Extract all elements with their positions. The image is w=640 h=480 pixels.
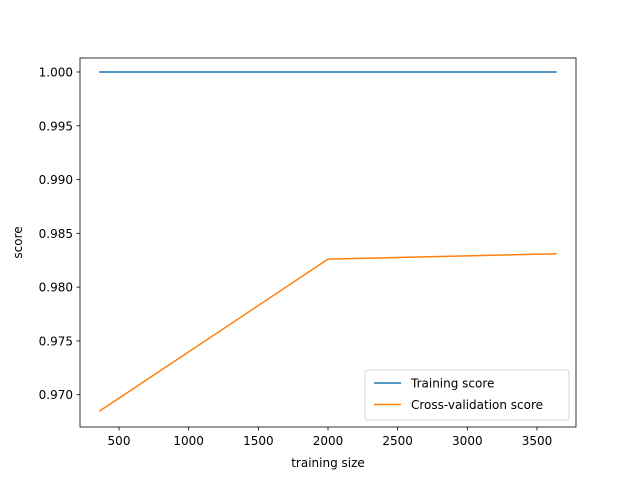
series-layer [98,71,557,412]
plot-area [80,58,576,427]
x-axis-label: training size [291,456,365,470]
y-tick-label: 0.980 [39,281,73,295]
y-tick-label: 1.000 [39,65,73,79]
plot-frame [79,57,577,428]
y-tick-label: 0.985 [39,227,73,241]
x-tick-label: 1000 [173,434,204,448]
legend-label: Training score [410,377,494,391]
legend-box [364,369,570,421]
y-tick-label: 0.995 [39,119,73,133]
x-tick-label: 1500 [243,434,274,448]
x-axis-ticks: 500 1000 1500 2000 2500 3000 3500 [108,427,553,448]
x-tick-label: 2000 [313,434,344,448]
series-line-1 [98,253,557,412]
y-tick-label: 0.990 [39,173,73,187]
x-tick-label: 2500 [382,434,413,448]
x-tick-label: 500 [108,434,131,448]
legend-label: Cross-validation score [411,398,543,412]
y-axis-label: score [11,226,25,258]
y-axis-ticks: 0.970 0.975 0.980 0.985 0.990 0.995 1.000 [39,65,80,402]
x-tick-label: 3500 [522,434,553,448]
x-tick-label: 3000 [452,434,483,448]
legend: Training score Cross-validation score [364,369,570,421]
y-tick-label: 0.975 [39,334,73,348]
y-tick-label: 0.970 [39,388,73,402]
